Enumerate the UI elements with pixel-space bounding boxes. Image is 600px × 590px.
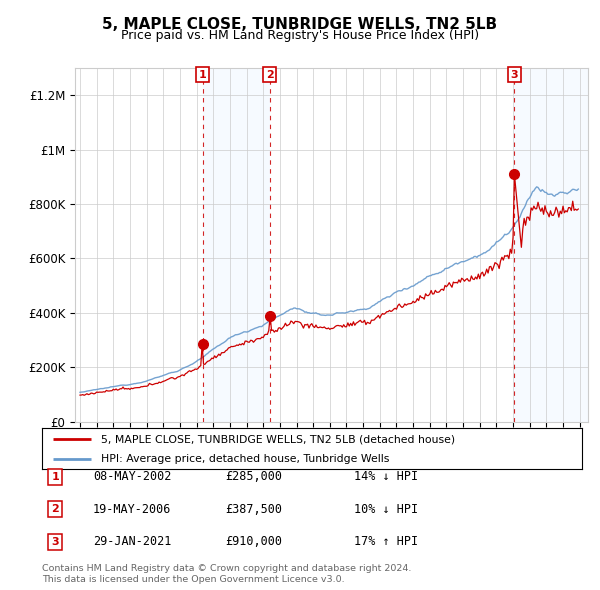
Text: 5, MAPLE CLOSE, TUNBRIDGE WELLS, TN2 5LB: 5, MAPLE CLOSE, TUNBRIDGE WELLS, TN2 5LB	[103, 17, 497, 31]
Text: Contains HM Land Registry data © Crown copyright and database right 2024.: Contains HM Land Registry data © Crown c…	[42, 565, 412, 573]
Text: HPI: Average price, detached house, Tunbridge Wells: HPI: Average price, detached house, Tunb…	[101, 454, 390, 464]
Bar	[203, 68, 269, 422]
Text: 17% ↑ HPI: 17% ↑ HPI	[354, 535, 418, 548]
Text: 3: 3	[52, 537, 59, 546]
Text: 1: 1	[199, 70, 206, 80]
Text: 10% ↓ HPI: 10% ↓ HPI	[354, 503, 418, 516]
Text: 5, MAPLE CLOSE, TUNBRIDGE WELLS, TN2 5LB (detached house): 5, MAPLE CLOSE, TUNBRIDGE WELLS, TN2 5LB…	[101, 434, 455, 444]
Bar	[514, 68, 588, 422]
Text: 2: 2	[52, 504, 59, 514]
Text: £387,500: £387,500	[225, 503, 282, 516]
Text: 1: 1	[52, 472, 59, 481]
Text: £910,000: £910,000	[225, 535, 282, 548]
Text: Price paid vs. HM Land Registry's House Price Index (HPI): Price paid vs. HM Land Registry's House …	[121, 29, 479, 42]
Text: 29-JAN-2021: 29-JAN-2021	[93, 535, 172, 548]
Text: 08-MAY-2002: 08-MAY-2002	[93, 470, 172, 483]
Text: 2: 2	[266, 70, 274, 80]
Text: This data is licensed under the Open Government Licence v3.0.: This data is licensed under the Open Gov…	[42, 575, 344, 584]
Text: £285,000: £285,000	[225, 470, 282, 483]
Text: 14% ↓ HPI: 14% ↓ HPI	[354, 470, 418, 483]
Text: 19-MAY-2006: 19-MAY-2006	[93, 503, 172, 516]
Text: 3: 3	[511, 70, 518, 80]
